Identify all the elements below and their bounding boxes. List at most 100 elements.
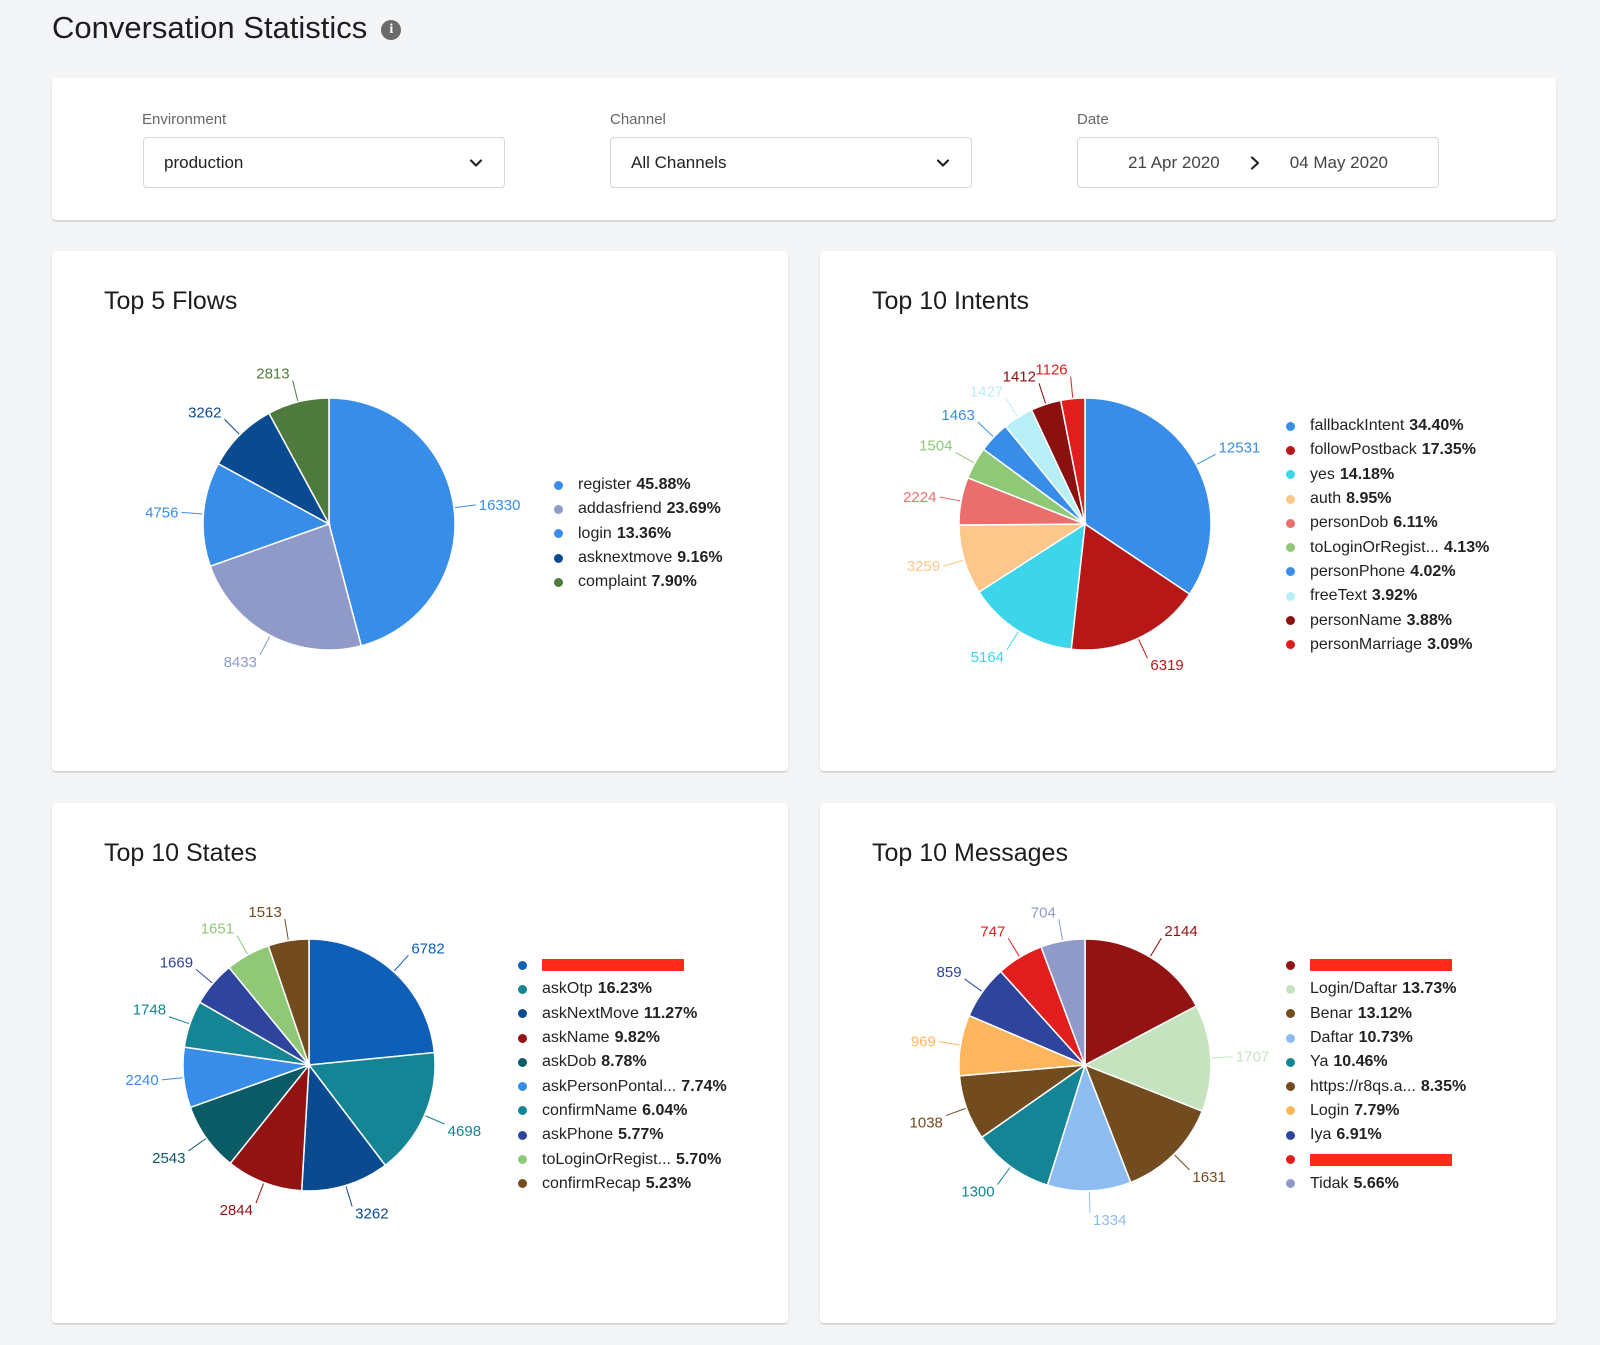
legend-item[interactable]: askOtp 16.23% (518, 977, 727, 1001)
pie-slice-benar[interactable] (1083, 1063, 1204, 1184)
pie-value-label: 2240 (125, 1072, 158, 1089)
pie-slice-personmarriage[interactable] (1059, 397, 1086, 525)
pie-leader-line (977, 421, 994, 437)
date-end[interactable]: 04 May 2020 (1289, 152, 1388, 172)
legend-item[interactable]: personMarriage 3.09% (1286, 633, 1489, 657)
legend-label: auth (1310, 490, 1342, 508)
pie-chart: 16330 8433 4756 3262 2813 (145, 366, 520, 671)
pie-leader-line (345, 1186, 353, 1207)
pie-slice-askotp[interactable] (307, 1051, 436, 1167)
legend-item[interactable]: Ya 10.46% (1286, 1050, 1466, 1074)
legend-percent: 3.09% (1427, 635, 1473, 653)
channel-select[interactable]: All Channels (610, 137, 972, 188)
pie-slice-confirmrecap[interactable] (267, 938, 310, 1066)
legend-item[interactable]: yes 14.18% (1286, 463, 1489, 487)
legend-percent: 9.16% (677, 549, 723, 567)
legend-item[interactable] (518, 953, 727, 977)
pie-slice-complaint[interactable] (267, 397, 330, 525)
legend-item[interactable]: complaint 7.90% (554, 570, 723, 594)
legend-dot-icon (1286, 640, 1295, 650)
legend-item[interactable]: askName 9.82% (518, 1026, 727, 1050)
pie-slice-ya[interactable] (980, 1063, 1087, 1187)
pie-slice-fallbackintent[interactable] (1084, 397, 1212, 596)
legend-item[interactable]: Daftar 10.73% (1286, 1026, 1466, 1050)
legend-item[interactable] (1286, 1147, 1466, 1171)
legend-item[interactable]: followPostback 17.35% (1286, 438, 1489, 462)
legend-item[interactable]: askDob 8.78% (518, 1050, 727, 1074)
pie-slice-yes[interactable] (977, 522, 1086, 651)
legend-item[interactable]: toLoginOrRegist... 4.13% (1286, 535, 1489, 559)
page-title: Conversation Statistics i (52, 10, 402, 46)
legend-item[interactable]: addasfriend 23.69% (554, 497, 723, 521)
info-icon[interactable]: i (381, 20, 402, 40)
pie-slice-register[interactable] (328, 397, 456, 647)
legend-dot-icon (518, 1106, 527, 1116)
pie-slice-redacted[interactable] (1084, 938, 1198, 1067)
pie-slice-login[interactable] (202, 462, 331, 568)
legend-percent: 4.13% (1443, 538, 1490, 556)
pie-leader-line (168, 1016, 190, 1025)
legend-item[interactable]: personDob 6.11% (1286, 511, 1489, 535)
pie-slice-daftar[interactable] (1046, 1062, 1132, 1192)
chart-legend: fallbackIntent 34.40% followPostback 17.35%… (1286, 414, 1489, 657)
legend-item[interactable]: login 13.36% (554, 522, 723, 546)
legend-item[interactable]: confirmName 6.04% (518, 1099, 727, 1123)
pie-chart: 6782 4698 3262 2844 2543 2240 1748 1669 1651 1513 (125, 904, 481, 1223)
pie-value-label: 5164 (971, 649, 1004, 666)
legend-percent: 13.73% (1402, 980, 1457, 998)
legend-percent: 6.11% (1393, 514, 1438, 532)
legend-item[interactable]: Benar 13.12% (1286, 1002, 1466, 1026)
pie-value-label: 2543 (152, 1150, 185, 1167)
pie-slice-followpostback[interactable] (1070, 522, 1191, 651)
legend-item[interactable]: toLoginOrRegist... 5.70% (518, 1147, 727, 1171)
legend-item[interactable]: freeText 3.92% (1286, 584, 1489, 608)
legend-item[interactable]: register 45.88% (554, 473, 723, 497)
legend-item[interactable]: asknextmove 9.16% (554, 546, 723, 570)
legend-item[interactable]: askNextMove 11.27% (518, 1002, 727, 1026)
legend-dot-icon (518, 960, 527, 970)
pie-slice-askname[interactable] (229, 1062, 310, 1192)
pie-leader-line (955, 451, 975, 464)
legend-dot-icon (1286, 1155, 1295, 1165)
legend-dot-icon (1286, 445, 1295, 455)
pie-slice-asknextmove[interactable] (300, 1062, 387, 1192)
legend-label: askOtp (542, 980, 593, 998)
legend-item[interactable]: Login/Daftar 13.73% (1286, 977, 1466, 1001)
legend-item[interactable]: askPhone 5.77% (518, 1123, 727, 1147)
legend-item[interactable]: Tidak 5.66% (1286, 1172, 1466, 1196)
pie-slice-tidak[interactable] (1040, 938, 1086, 1066)
pie-leader-line (943, 559, 964, 567)
pie-value-label: 1427 (970, 384, 1003, 401)
pie-value-label: 2224 (903, 489, 936, 506)
legend-item[interactable]: fallbackIntent 34.40% (1286, 414, 1489, 438)
pie-value-label: 1504 (919, 437, 952, 454)
pie-slice-login-daftar[interactable] (1083, 1004, 1212, 1113)
environment-label: Environment (142, 111, 227, 128)
legend-item[interactable]: Login 7.79% (1286, 1099, 1466, 1123)
pie-value-label: 1707 (1236, 1049, 1269, 1066)
date-start[interactable]: 21 Apr 2020 (1128, 152, 1220, 172)
legend-label: askPersonPontal... (542, 1077, 677, 1095)
legend-percent: 45.88% (636, 476, 691, 494)
legend-percent: 7.74% (681, 1077, 727, 1095)
chart-legend: askOtp 16.23% askNextMove 11.27% askName 9.82… (518, 953, 727, 1196)
legend-item[interactable]: auth 8.95% (1286, 487, 1489, 511)
legend-item[interactable]: askPersonPontal... 7.74% (518, 1074, 727, 1098)
date-range-picker[interactable]: 21 Apr 2020 04 May 2020 (1077, 137, 1439, 188)
legend-item[interactable] (1286, 953, 1466, 977)
legend-item[interactable]: Iya 6.91% (1286, 1123, 1466, 1147)
legend-item[interactable]: personPhone 4.02% (1286, 560, 1489, 584)
pie-leader-line (255, 1183, 264, 1204)
legend-item[interactable]: personName 3.88% (1286, 608, 1489, 632)
legend-percent: 6.04% (642, 1101, 688, 1119)
chart-title: Top 5 Flows (104, 287, 238, 315)
pie-slice-redacted[interactable] (308, 938, 436, 1066)
legend-percent: 5.66% (1353, 1174, 1399, 1192)
legend-item[interactable]: https://r8qs.a... 8.35% (1286, 1074, 1466, 1098)
chart-title: Top 10 Messages (872, 839, 1068, 867)
environment-select[interactable]: production (143, 137, 505, 188)
pie-slice-addasfriend[interactable] (209, 523, 363, 651)
legend-item[interactable]: confirmRecap 5.23% (518, 1172, 727, 1196)
pie-leader-line (195, 968, 213, 984)
